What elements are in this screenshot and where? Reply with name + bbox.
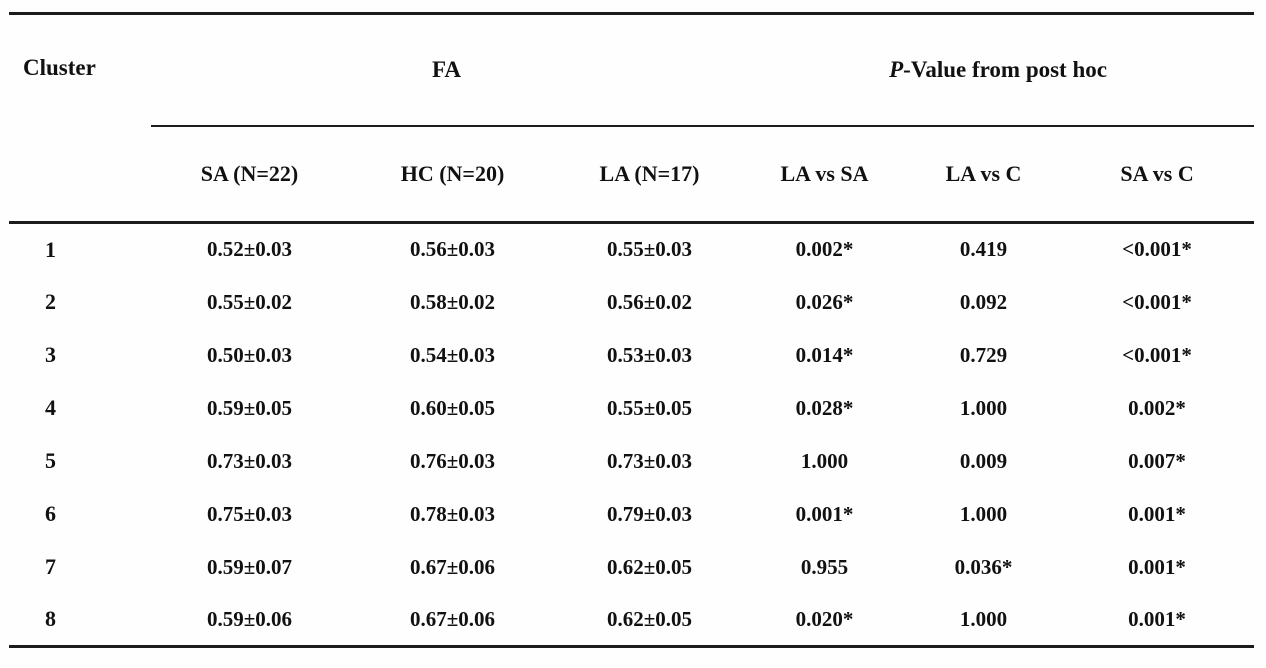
cell-hc: 0.67±0.06	[409, 606, 496, 631]
table-row: 7 0.59±0.07 0.67±0.06 0.62±0.05 0.955 0.…	[9, 541, 1254, 594]
table-header: Cluster FA P-Value from post hoc SA (N=2…	[9, 13, 1255, 224]
cell-sa-vs-c: 0.001*	[1128, 501, 1186, 526]
cell-la: 0.56±0.02	[607, 289, 693, 314]
table-body: 1 0.52±0.03 0.56±0.03 0.55±0.03 0.002* 0…	[9, 223, 1254, 647]
cell-hc: 0.76±0.03	[409, 448, 496, 473]
cell-cluster: 2	[45, 289, 56, 314]
column-group-fa: FA	[151, 13, 743, 127]
cell-sa-vs-c: 0.001*	[1128, 554, 1186, 579]
cell-sa-vs-c: <0.001*	[1122, 237, 1192, 262]
column-header-la-vs-c: LA vs C	[907, 125, 1061, 224]
table-row: 5 0.73±0.03 0.76±0.03 0.73±0.03 1.000 0.…	[9, 435, 1254, 488]
cell-sa: 0.55±0.02	[206, 289, 293, 314]
cell-la: 0.53±0.03	[607, 342, 693, 367]
cell-la-vs-sa: 1.000	[800, 448, 849, 473]
cell-sa-vs-c: 0.007*	[1128, 448, 1186, 473]
table-row: 1 0.52±0.03 0.56±0.03 0.55±0.03 0.002* 0…	[9, 223, 1254, 276]
header-sub-row: SA (N=22) HC (N=20) LA (N=17) LA vs SA L…	[9, 125, 1255, 224]
cell-sa: 0.59±0.05	[206, 395, 293, 420]
fa-group-label: FA	[432, 56, 461, 82]
cell-hc: 0.78±0.03	[409, 501, 496, 526]
cell-cluster: 6	[45, 501, 56, 526]
cell-la: 0.62±0.05	[607, 554, 693, 579]
cell-la-vs-c: 0.036*	[954, 554, 1013, 579]
cell-la-vs-sa: 0.014*	[795, 342, 854, 367]
cell-la-vs-c: 1.000	[959, 606, 1008, 631]
cell-cluster: 8	[45, 606, 56, 632]
column-header-sa-vs-c: SA vs C	[1060, 125, 1255, 224]
cell-sa-vs-c: 0.001*	[1128, 606, 1186, 631]
cell-la-vs-c: 0.729	[959, 342, 1008, 367]
cell-cluster: 7	[45, 554, 56, 579]
column-header-la-vs-sa: LA vs SA	[742, 125, 908, 224]
cell-cluster: 4	[45, 395, 56, 420]
cell-la-vs-sa: 0.001*	[795, 501, 854, 526]
cell-cluster: 3	[45, 342, 56, 367]
cell-la: 0.62±0.05	[607, 606, 693, 631]
cell-cluster: 1	[45, 236, 56, 262]
table-row: 4 0.59±0.05 0.60±0.05 0.55±0.05 0.028* 1…	[9, 382, 1254, 435]
fa-pvalue-table: Cluster FA P-Value from post hoc SA (N=2…	[9, 12, 1255, 648]
cell-sa: 0.50±0.03	[206, 342, 293, 367]
cell-hc: 0.54±0.03	[409, 342, 496, 367]
column-header-hc: HC (N=20)	[348, 125, 557, 224]
cell-la-vs-c: 0.009	[959, 448, 1008, 473]
cell-hc: 0.60±0.05	[409, 395, 496, 420]
cell-sa: 0.73±0.03	[206, 448, 293, 473]
cell-la: 0.79±0.03	[607, 501, 693, 526]
table-row: 3 0.50±0.03 0.54±0.03 0.53±0.03 0.014* 0…	[9, 329, 1254, 382]
cell-hc: 0.67±0.06	[409, 554, 496, 579]
column-header-cluster: Cluster	[9, 13, 151, 224]
cell-sa: 0.75±0.03	[206, 501, 293, 526]
cell-la-vs-sa: 0.020*	[795, 606, 854, 631]
cell-cluster: 5	[45, 448, 56, 473]
table-row: 6 0.75±0.03 0.78±0.03 0.79±0.03 0.001* 1…	[9, 488, 1254, 541]
cell-la-vs-c: 1.000	[959, 395, 1008, 420]
table-row: 2 0.55±0.02 0.58±0.02 0.56±0.02 0.026* 0…	[9, 276, 1254, 329]
cell-la: 0.73±0.03	[607, 448, 693, 473]
cell-la-vs-c: 1.000	[959, 501, 1008, 526]
cell-sa: 0.52±0.03	[206, 237, 293, 262]
cell-la-vs-sa: 0.002*	[795, 237, 854, 262]
cell-la-vs-c: 0.092	[959, 289, 1008, 314]
column-group-pvalue: P-Value from post hoc	[742, 13, 1255, 127]
cell-la: 0.55±0.05	[607, 395, 693, 420]
column-header-la: LA (N=17)	[557, 125, 743, 224]
cell-sa: 0.59±0.07	[206, 554, 293, 579]
cell-sa-vs-c: <0.001*	[1122, 289, 1192, 314]
cell-la-vs-c: 0.419	[959, 237, 1008, 262]
cell-hc: 0.56±0.03	[409, 237, 496, 262]
cell-la-vs-sa: 0.955	[800, 554, 849, 579]
pvalue-group-label-italic-p: P	[889, 56, 904, 82]
cell-sa-vs-c: <0.001*	[1122, 342, 1192, 367]
table-row: 8 0.59±0.06 0.67±0.06 0.62±0.05 0.020* 1…	[9, 594, 1254, 647]
pvalue-group-label-rest: -Value from post hoc	[903, 56, 1107, 82]
cell-sa-vs-c: 0.002*	[1128, 395, 1186, 420]
header-group-row: Cluster FA P-Value from post hoc	[9, 13, 1255, 224]
cell-sa: 0.59±0.06	[206, 606, 293, 631]
column-header-sa: SA (N=22)	[151, 125, 348, 224]
cell-la-vs-sa: 0.026*	[795, 289, 854, 314]
cell-la: 0.55±0.03	[607, 237, 693, 262]
cell-la-vs-sa: 0.028*	[795, 395, 854, 420]
cell-hc: 0.58±0.02	[409, 289, 496, 314]
